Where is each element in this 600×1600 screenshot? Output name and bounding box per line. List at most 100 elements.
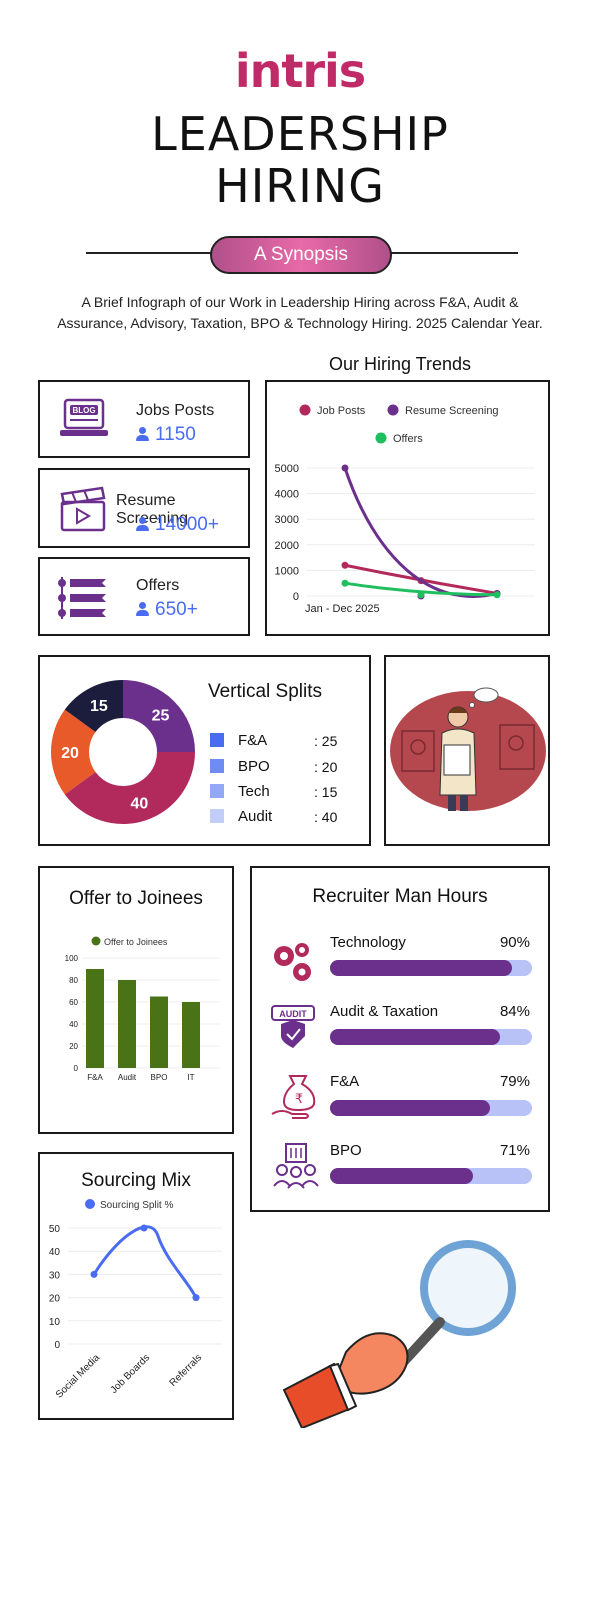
donut-slice (64, 752, 195, 824)
rec-pct: 71% (499, 1142, 530, 1159)
y-tick-label: 3000 (275, 514, 299, 526)
progress-fill (330, 1029, 500, 1045)
y-tick-label: 10 (49, 1317, 61, 1328)
audit-shield-icon: AUDIT (271, 1005, 315, 1048)
legend-value: : 15 (314, 784, 338, 800)
vertical-splits-donut: 25 40 20 15 (50, 680, 195, 824)
y-tick-label: 80 (69, 976, 78, 985)
recruiter-man-hours-title: Recruiter Man Hours (312, 886, 488, 907)
slice-label: 20 (61, 745, 79, 762)
svg-text:AUDIT: AUDIT (279, 1009, 307, 1019)
y-tick-label: 0 (293, 591, 299, 603)
legend-name: Tech (238, 783, 270, 800)
stat-label: Resume Screening (116, 492, 189, 527)
person-icon (136, 517, 149, 531)
sourcing-mix-card: Sourcing Mix Sourcing Split % 50 40 30 20 10 0… (38, 1152, 234, 1420)
data-point (192, 1294, 200, 1302)
blog-laptop-icon: BLOG (60, 398, 108, 436)
x-tick-label: Audit (118, 1073, 137, 1082)
x-tick-label: Jan - Dec 2025 (305, 603, 380, 615)
clapperboard-icon (60, 486, 106, 532)
data-point (140, 1224, 148, 1232)
data-point (90, 1270, 98, 1278)
vertical-splits-card: 25 40 20 15 Vertical Splits F&A : 25 BPO : … (38, 655, 371, 846)
gears-icon (274, 943, 311, 981)
donut-slice (123, 680, 195, 752)
slice-label: 40 (130, 795, 148, 812)
illustration-card (384, 655, 550, 846)
legend-marker (299, 404, 311, 416)
progress-track (330, 960, 532, 976)
legend-value: : 40 (314, 809, 338, 825)
bar (182, 1002, 200, 1068)
legend-label: Sourcing Split % (100, 1200, 173, 1211)
person-icon (136, 602, 149, 616)
data-point (417, 591, 425, 599)
series-line (92, 1225, 198, 1299)
stat-value: 650+ (136, 599, 198, 621)
y-tick-label: 50 (49, 1224, 61, 1235)
y-tick-label: 0 (74, 1064, 79, 1073)
progress-track (330, 1100, 532, 1116)
bar (86, 969, 104, 1068)
stat-value: 14000+ (136, 514, 219, 536)
svg-text:₹: ₹ (295, 1091, 303, 1106)
recruiter-man-hours-card: Recruiter Man Hours Technology 90% AUDIT… (250, 866, 550, 1212)
svg-text:BLOG: BLOG (72, 406, 95, 415)
legend-label: Job Posts (317, 405, 366, 417)
person-icon (136, 427, 149, 441)
x-tick-label: Job Boards (109, 1352, 153, 1396)
progress-fill (330, 960, 512, 976)
y-tick-label: 40 (69, 1020, 78, 1029)
y-tick-label: 20 (69, 1042, 78, 1051)
intro-description: A Brief Infograph of our Work in Leaders… (57, 294, 543, 331)
progress-track (330, 1168, 532, 1184)
y-tick-label: 100 (65, 954, 79, 963)
y-tick-label: 0 (54, 1340, 60, 1351)
legend-name: BPO (238, 758, 270, 775)
hiring-trends-chart: Job Posts Resume Screening Offers 5000 4000 3… (275, 404, 535, 615)
progress-track (330, 1029, 532, 1045)
stat-value: 1150 (136, 424, 196, 446)
page-title: LEADERSHIP HIRING (0, 108, 600, 212)
slice-label: 25 (152, 708, 170, 725)
stat-card-jobs-posts: BLOG Jobs Posts 1150 (38, 380, 250, 458)
logo: intris (234, 44, 366, 98)
data-point (341, 464, 349, 472)
slice-label: 15 (90, 698, 108, 715)
team-building-icon (273, 1143, 319, 1189)
data-point (493, 591, 501, 599)
hiring-trends-title: Our Hiring Trends (328, 354, 472, 374)
title-line-1: LEADERSHIP (151, 107, 449, 161)
legend-label: Offer to Joinees (104, 937, 168, 947)
y-tick-label: 5000 (275, 463, 299, 475)
bar (150, 996, 168, 1068)
rec-label: Technology (330, 934, 406, 951)
stat-label: Jobs Posts (136, 402, 215, 419)
legend-value: : 20 (314, 759, 338, 775)
y-tick-label: 20 (49, 1294, 61, 1305)
legend-marker (375, 432, 387, 444)
stat-label: Offers (136, 577, 180, 594)
list-arrows-icon (58, 577, 106, 619)
rec-pct: 84% (499, 1003, 530, 1020)
donut-slice (50, 709, 96, 795)
offer-to-joinees-chart: Offer to Joinees 100 80 60 40 20 0 F&A Audit BPO I… (65, 936, 220, 1082)
progress-fill (330, 1100, 490, 1116)
x-tick-label: Social Media (54, 1352, 103, 1401)
money-bag-hand-icon: ₹ (271, 1075, 316, 1119)
y-tick-label: 1000 (275, 565, 299, 577)
series-line (343, 467, 498, 598)
rec-pct: 79% (499, 1073, 530, 1090)
y-tick-label: 2000 (275, 540, 299, 552)
data-point (341, 561, 349, 569)
x-tick-label: IT (187, 1073, 194, 1082)
legend-swatch (210, 809, 224, 823)
rec-label: Audit & Taxation (330, 1003, 439, 1020)
legend-name: Audit (238, 808, 273, 825)
rec-label: F&A (330, 1073, 360, 1090)
vertical-splits-title: Vertical Splits (207, 681, 323, 702)
legend-swatch (210, 733, 224, 747)
offer-to-joinees-card: Offer to Joinees Offer to Joinees 100 80 60… (38, 866, 234, 1134)
